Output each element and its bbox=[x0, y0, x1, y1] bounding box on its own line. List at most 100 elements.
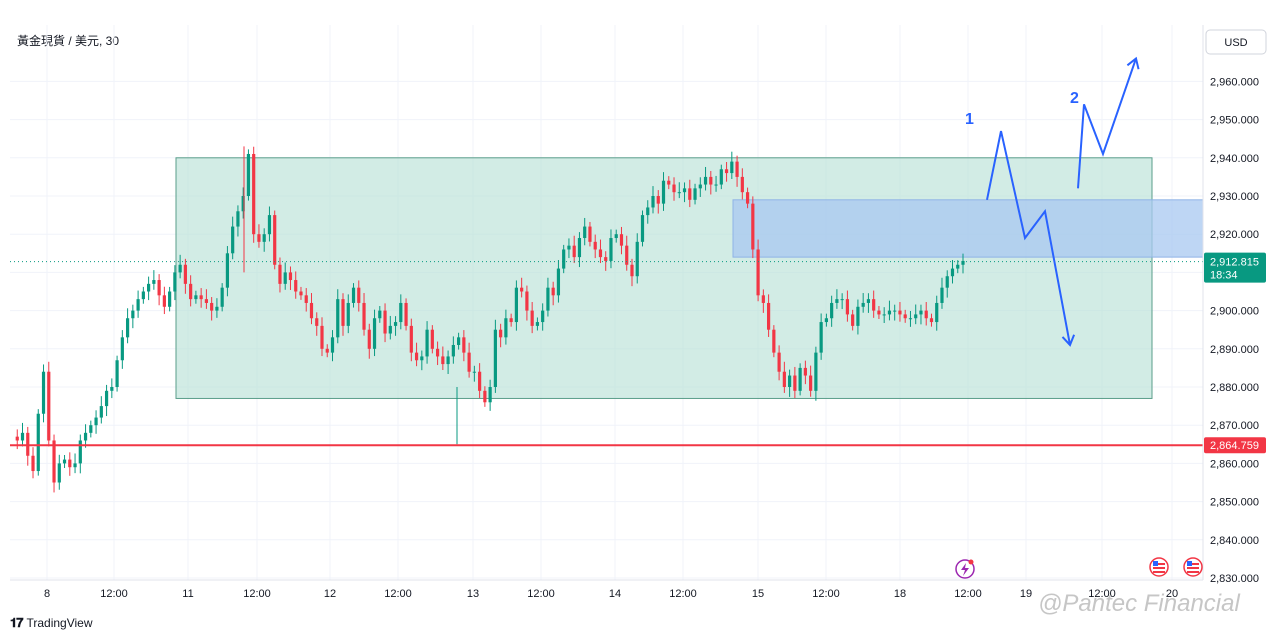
candle-body bbox=[320, 325, 324, 349]
candle-body bbox=[362, 302, 366, 330]
candle-body bbox=[530, 310, 534, 326]
candle-body bbox=[908, 318, 913, 320]
tradingview-logo-icon: 𝟏𝟕 bbox=[10, 615, 24, 630]
candles bbox=[15, 146, 965, 493]
lightning-glyph bbox=[961, 563, 969, 576]
candle-body bbox=[273, 215, 277, 265]
currency-label: USD bbox=[1224, 37, 1247, 49]
scenario-label-2: 2 bbox=[1070, 90, 1079, 107]
candle-body bbox=[383, 310, 387, 334]
candle-body bbox=[593, 241, 597, 250]
candle-body bbox=[724, 169, 729, 174]
candle-body bbox=[719, 169, 723, 185]
candle-body bbox=[488, 387, 492, 403]
candle-body bbox=[604, 257, 608, 261]
candle-body bbox=[315, 318, 319, 326]
candle-body bbox=[220, 287, 224, 307]
candle-body bbox=[73, 463, 77, 468]
candle-body bbox=[141, 291, 145, 300]
candle-body bbox=[509, 318, 513, 323]
candle-body bbox=[819, 322, 823, 353]
candle-body bbox=[367, 329, 371, 349]
candle-body bbox=[640, 215, 645, 242]
x-tick-label: 11 bbox=[182, 588, 193, 600]
candle-body bbox=[693, 188, 697, 200]
candle-body bbox=[409, 325, 413, 353]
candle-body bbox=[788, 375, 792, 387]
support-price-tag bbox=[1204, 437, 1266, 454]
candle-body bbox=[294, 280, 298, 292]
candle-body bbox=[199, 295, 203, 300]
x-tick-label: 12:00 bbox=[954, 588, 982, 600]
candle-body bbox=[887, 310, 892, 315]
candle-body bbox=[47, 371, 51, 441]
x-tick-label: 18 bbox=[894, 588, 906, 600]
x-axis-labels: 8 12:00 11 12:00 12 12:00 13 12:00 14 12:00 15 12:0… bbox=[44, 588, 1178, 600]
scenario-2-arrow bbox=[1077, 58, 1137, 189]
support-price-label: 2,864.759 bbox=[1210, 440, 1259, 452]
candle-body bbox=[525, 291, 529, 311]
candle-body bbox=[435, 348, 440, 357]
candle-body bbox=[162, 295, 166, 307]
candle-body bbox=[493, 329, 497, 387]
candle-body bbox=[793, 375, 797, 391]
candle-body bbox=[31, 455, 35, 472]
current-price-tag bbox=[1204, 252, 1266, 283]
candle-body bbox=[940, 287, 944, 303]
candle-body bbox=[241, 196, 245, 212]
x-tick-label: 14 bbox=[609, 588, 621, 600]
candle-body bbox=[68, 459, 72, 468]
candle-body bbox=[541, 310, 545, 323]
candle-body bbox=[751, 203, 755, 250]
candle-body bbox=[183, 264, 187, 284]
currency-button[interactable] bbox=[1205, 29, 1267, 55]
candle-body bbox=[893, 310, 897, 312]
candle-body bbox=[851, 314, 855, 326]
candle-body bbox=[735, 161, 739, 177]
candle-body bbox=[299, 291, 303, 296]
y-tick-label: 2,870.000 bbox=[1210, 420, 1259, 432]
x-tick-label: 12:00 bbox=[527, 588, 555, 600]
x-tick-label: 12:00 bbox=[243, 588, 271, 600]
y-tick-label: 2,840.000 bbox=[1210, 535, 1259, 547]
candle-body bbox=[866, 299, 871, 303]
candle-body bbox=[830, 302, 834, 319]
candle-body bbox=[372, 318, 377, 349]
candle-body bbox=[546, 287, 550, 311]
symbol-title: 黃金現貨 / 美元, 30 bbox=[17, 34, 120, 48]
candle-body bbox=[824, 318, 828, 323]
candle-body bbox=[562, 249, 566, 269]
scenario-1-arrow-head bbox=[1061, 334, 1076, 347]
candle-body bbox=[210, 302, 214, 311]
candle-body bbox=[252, 153, 256, 235]
candle-body bbox=[551, 287, 555, 296]
candle-body bbox=[425, 329, 429, 357]
candle-body bbox=[583, 226, 587, 239]
candle-body bbox=[78, 440, 82, 464]
candle-body bbox=[246, 153, 251, 196]
x-tick-label: 19 bbox=[1020, 588, 1032, 600]
x-tick-label: 12:00 bbox=[100, 588, 128, 600]
candle-body bbox=[262, 234, 266, 242]
axes: USD bbox=[10, 25, 1267, 581]
x-tick-label: 12:00 bbox=[384, 588, 412, 600]
candle-body bbox=[441, 356, 445, 365]
candle-body bbox=[499, 329, 503, 338]
candle-body bbox=[709, 176, 713, 185]
y-tick-label: 2,890.000 bbox=[1210, 344, 1259, 356]
event-icons bbox=[955, 557, 1203, 579]
candle-body bbox=[661, 180, 666, 204]
candle-body bbox=[761, 295, 765, 303]
candle-body bbox=[635, 241, 639, 277]
candle-body bbox=[446, 356, 450, 365]
y-tick-label: 2,940.000 bbox=[1210, 153, 1259, 165]
candle-body bbox=[677, 192, 681, 194]
countdown-label: 18:34 bbox=[1210, 270, 1238, 282]
candle-body bbox=[236, 211, 240, 227]
scenario-1-arrow bbox=[986, 130, 1071, 346]
tradingview-brand[interactable]: 𝟏𝟕 TradingView bbox=[10, 615, 93, 631]
candle-body bbox=[336, 299, 340, 338]
candle-body bbox=[924, 310, 928, 319]
